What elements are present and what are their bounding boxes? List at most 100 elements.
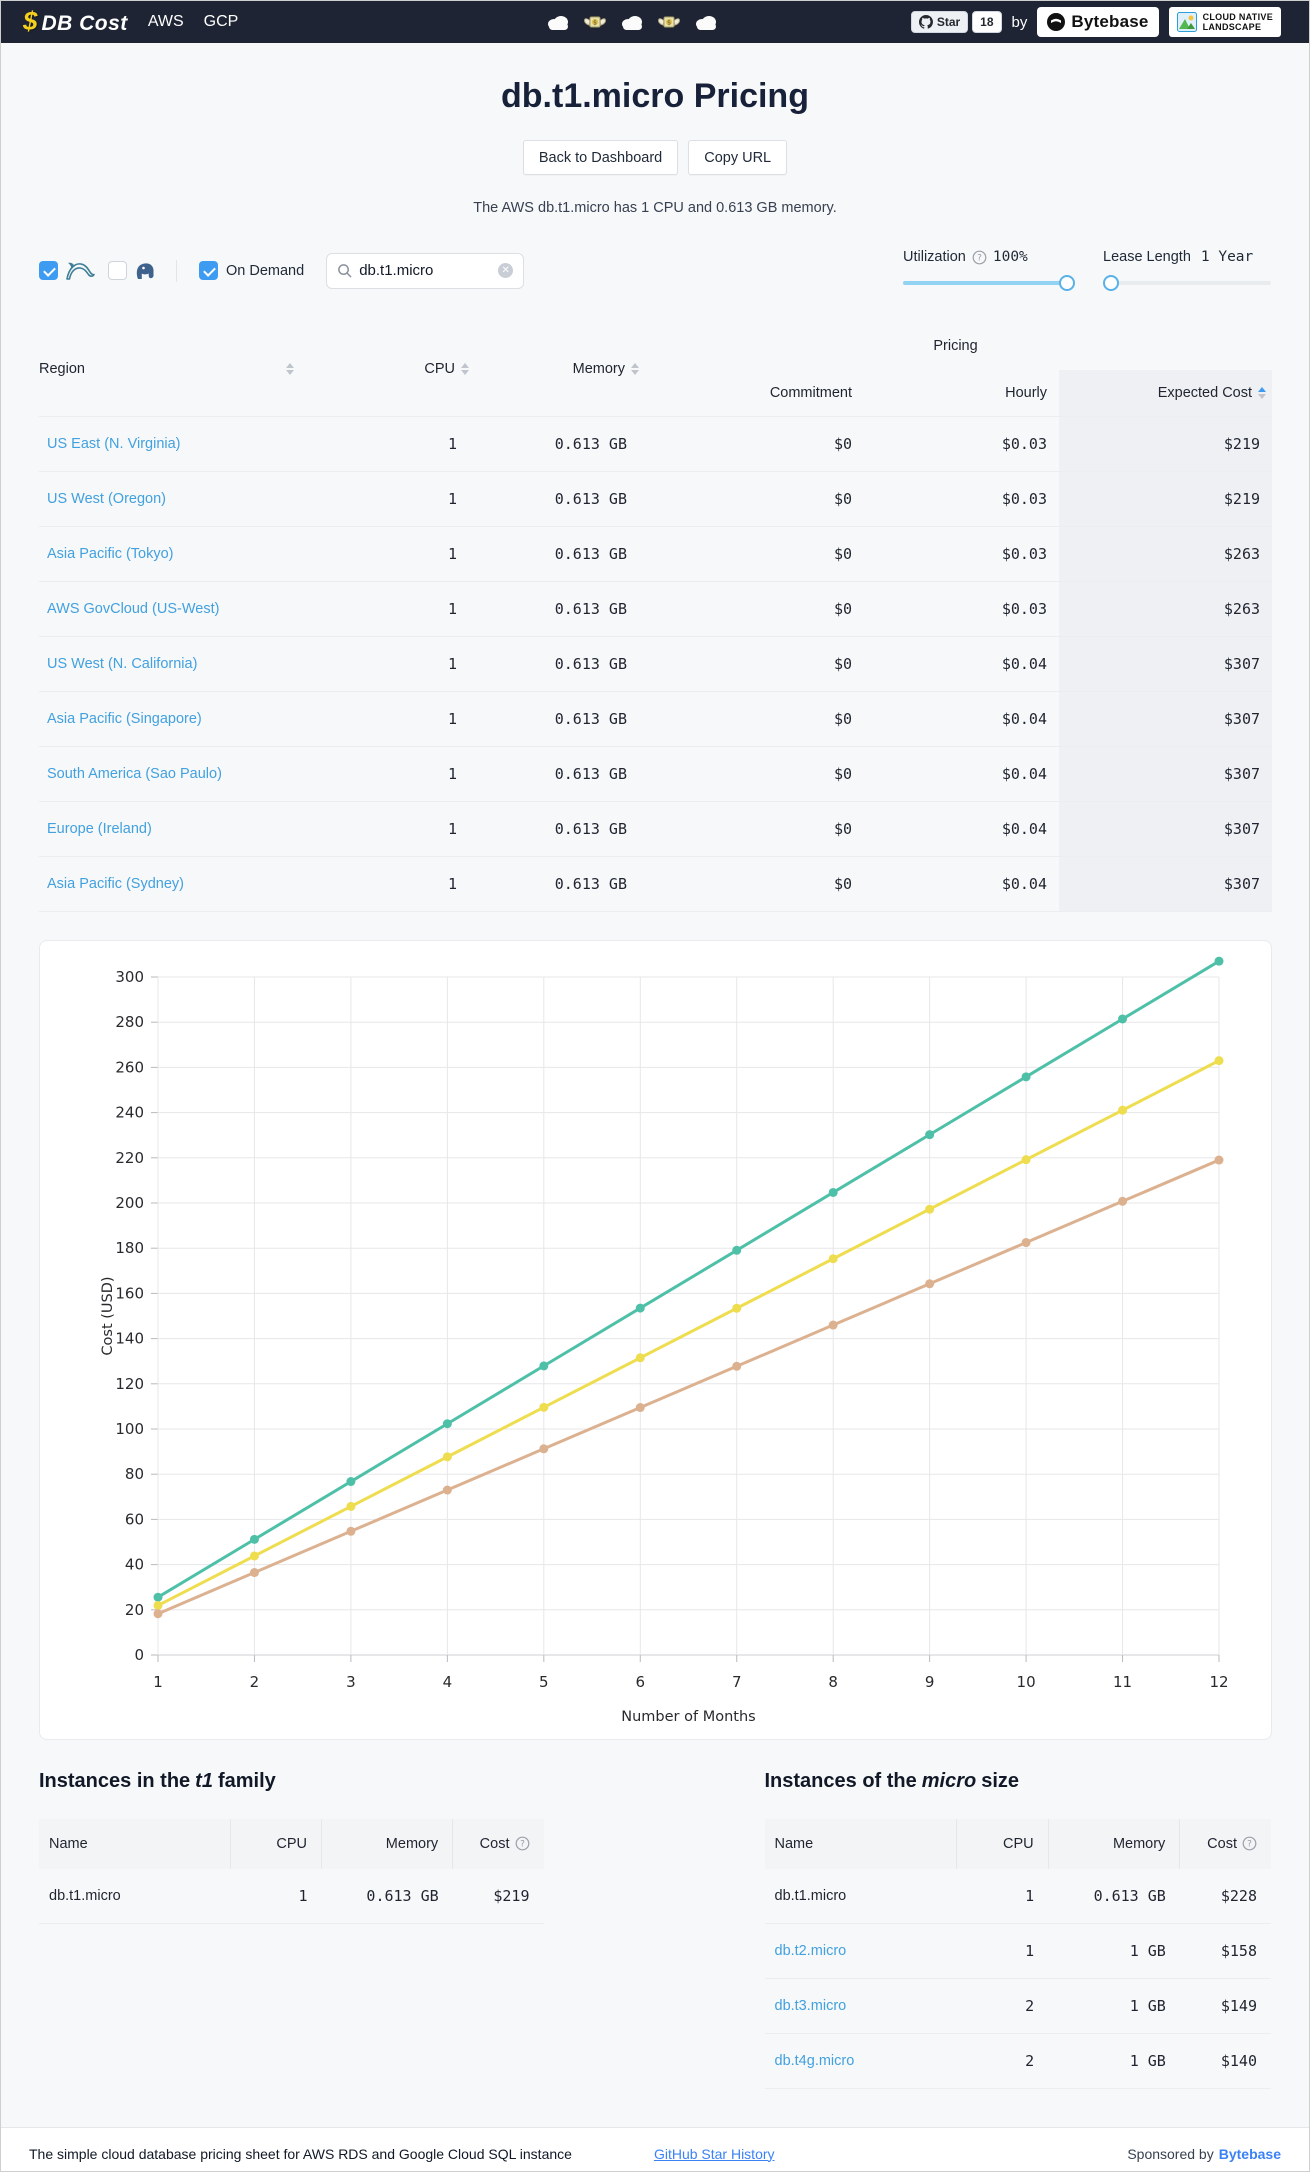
family-column-memory: Memory (321, 1818, 453, 1869)
postgresql-checkbox[interactable] (108, 261, 127, 280)
help-icon[interactable]: ? (515, 1836, 530, 1851)
back-to-dashboard-button[interactable]: Back to Dashboard (522, 140, 679, 175)
region-link[interactable]: Asia Pacific (Tokyo) (47, 546, 174, 562)
size-table-body: db.t1.micro 1 0.613 GB $228 db.t2.micro 1 1 GB… (764, 1868, 1271, 2089)
utilization-slider-knob[interactable] (1059, 275, 1075, 291)
github-star-history-link[interactable]: GitHub Star History (653, 2145, 775, 2162)
memory-value: 0.613 GB (554, 544, 627, 563)
instance-link[interactable]: db.t3.micro (774, 1998, 847, 2014)
instance-row: db.t1.micro 1 0.613 GB $219 (39, 1868, 544, 1924)
instance-link[interactable]: db.t2.micro (774, 1943, 847, 1959)
expected-cost-value: $307 (1059, 691, 1273, 746)
memory-sort-button[interactable] (631, 362, 639, 375)
svg-text:180: 180 (115, 1239, 144, 1257)
family-section-title: Instances in the t1 family (39, 1769, 276, 1792)
pricing-row: Asia Pacific (Singapore) 1 0.613 GB $0 $0.04… (39, 691, 1273, 746)
region-link[interactable]: Asia Pacific (Sydney) (47, 876, 184, 892)
commitment-value: $0 (833, 544, 852, 563)
cpu-value: 1 (230, 1868, 322, 1924)
memory-value: 0.613 GB (554, 764, 627, 783)
mysql-checkbox[interactable] (39, 261, 58, 280)
svg-text:240: 240 (115, 1103, 144, 1121)
family-column-name: Name (39, 1818, 231, 1869)
lease-length-control: Lease Length 1 Year (1103, 249, 1271, 292)
cpu-value: 1 (447, 434, 457, 453)
family-table: Name CPU Memory Cost? db.t1.micro 1 0.613 … (39, 1818, 544, 1924)
dbcost-logo[interactable]: $ DB Cost (23, 8, 128, 36)
cpu-value: 1 (447, 709, 457, 728)
expected-cost-value: $263 (1059, 526, 1273, 581)
region-link[interactable]: Europe (Ireland) (47, 821, 152, 837)
utilization-slider[interactable] (903, 274, 1075, 292)
svg-text:?: ? (977, 253, 982, 263)
pricing-row: US East (N. Virginia) 1 0.613 GB $0 $0.03 $21… (39, 416, 1273, 471)
utilization-value: 100% (992, 249, 1028, 265)
svg-text:Number of Months: Number of Months (621, 1709, 755, 1725)
bytebase-logo[interactable]: Bytebase (1037, 7, 1159, 37)
expected-cost-sort-button[interactable] (1258, 386, 1267, 399)
region-link[interactable]: US East (N. Virginia) (47, 436, 181, 452)
search-input[interactable] (359, 262, 492, 279)
expected-cost-value: $307 (1059, 746, 1273, 801)
column-header-commitment: Commitment (769, 384, 852, 401)
memory-value: 0.613 GB (554, 819, 627, 838)
lease-length-slider[interactable] (1103, 274, 1271, 292)
pricing-row: South America (Sao Paulo) 1 0.613 GB $0 $0.0… (39, 746, 1273, 801)
column-header-hourly: Hourly (1005, 384, 1047, 401)
cost-chart-svg: 0 20 40 60 80 100 120 140 160 180 200 220 240 260 280 3… (100, 956, 1229, 1725)
cpu-value: 1 (447, 654, 457, 673)
footer-tagline: The simple cloud database pricing sheet … (29, 2145, 572, 2162)
svg-text:4: 4 (443, 1673, 453, 1691)
pricing-table: Region CPU Memory Pricing Commitment Hou… (39, 322, 1273, 912)
cpu-sort-button[interactable] (461, 362, 469, 375)
svg-text:Cost (USD): Cost (USD) (100, 1276, 116, 1355)
instance-row: db.t3.micro 2 1 GB $149 (764, 1978, 1271, 2034)
region-link[interactable]: US West (N. California) (47, 656, 198, 672)
pricing-table-body: US East (N. Virginia) 1 0.613 GB $0 $0.03 $21… (39, 416, 1273, 911)
svg-text:300: 300 (115, 968, 144, 986)
nav-link-aws[interactable]: AWS (147, 13, 184, 30)
memory-value: 0.613 GB (554, 434, 627, 453)
search-box: ✕ (326, 252, 525, 289)
svg-text:280: 280 (115, 1013, 144, 1031)
svg-text:120: 120 (115, 1374, 144, 1392)
region-link[interactable]: AWS GovCloud (US-West) (47, 601, 220, 617)
svg-text:40: 40 (125, 1555, 144, 1573)
search-icon (338, 264, 352, 278)
cpu-value: 1 (447, 489, 457, 508)
help-icon[interactable]: ? (972, 250, 987, 265)
on-demand-label: On Demand (226, 262, 305, 279)
instance-link[interactable]: db.t4g.micro (774, 2053, 855, 2069)
pricing-row: US West (Oregon) 1 0.613 GB $0 $0.03 $219 (39, 471, 1273, 526)
svg-text:260: 260 (115, 1058, 144, 1076)
column-header-memory: Memory (572, 360, 625, 377)
size-section: Instances of the micro size Name CPU Memor… (764, 1770, 1271, 2089)
cost-value: $158 (1179, 1923, 1271, 1979)
on-demand-checkbox[interactable] (199, 261, 218, 280)
svg-text:7: 7 (732, 1673, 742, 1691)
github-star-widget[interactable]: Star 18 (910, 11, 1002, 33)
sponsored-brand-link[interactable]: Bytebase (1218, 2145, 1281, 2162)
cloud-native-landscape-badge[interactable]: CLOUD NATIVE LANDSCAPE (1168, 7, 1281, 37)
postgresql-elephant-icon (136, 262, 154, 279)
commitment-value: $0 (833, 709, 852, 728)
cost-value: $149 (1179, 1978, 1271, 2034)
lease-length-slider-knob[interactable] (1103, 275, 1119, 291)
bytebase-logo-icon (1047, 13, 1066, 31)
bytebase-label: Bytebase (1071, 12, 1149, 31)
memory-value: 0.613 GB (554, 654, 627, 673)
nav-link-gcp[interactable]: GCP (203, 13, 239, 30)
instance-name: db.t1.micro (49, 1887, 121, 1904)
svg-text:60: 60 (125, 1510, 144, 1528)
pricing-row: US West (N. California) 1 0.613 GB $0 $0.04 $… (39, 636, 1273, 691)
help-icon[interactable]: ? (1242, 1836, 1257, 1851)
clear-search-icon[interactable]: ✕ (498, 263, 514, 278)
region-link[interactable]: Asia Pacific (Singapore) (47, 711, 202, 727)
copy-url-button[interactable]: Copy URL (688, 140, 788, 175)
svg-text:10: 10 (1017, 1673, 1036, 1691)
region-sort-button[interactable] (286, 362, 294, 375)
footer: The simple cloud database pricing sheet … (1, 2127, 1309, 2171)
utilization-control: Utilization ? 100% (903, 249, 1075, 292)
region-link[interactable]: US West (Oregon) (47, 491, 166, 507)
region-link[interactable]: South America (Sao Paulo) (47, 766, 222, 782)
